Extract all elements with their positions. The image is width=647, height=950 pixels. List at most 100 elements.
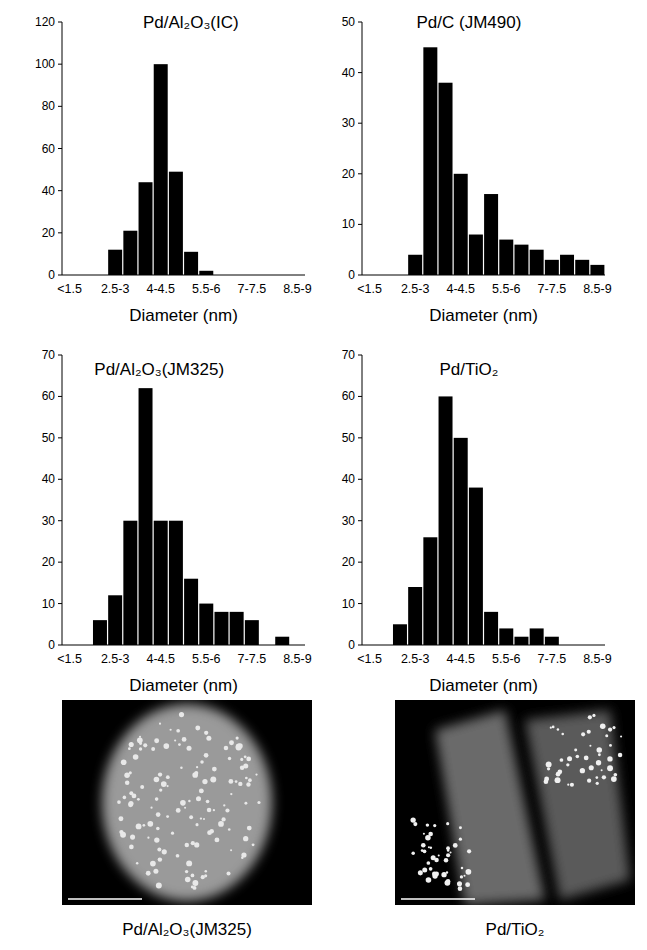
particle	[153, 869, 158, 874]
particle	[176, 854, 180, 858]
particle	[146, 871, 151, 876]
particle	[163, 743, 169, 749]
particle	[129, 791, 133, 795]
y-tick-label: 120	[35, 15, 55, 29]
x-axis-line	[62, 645, 305, 646]
particle	[446, 871, 448, 873]
particle	[246, 782, 250, 786]
y-tick-label: 20	[342, 167, 356, 181]
particle	[151, 747, 155, 751]
panel-title: Pd/Al₂O₃(IC)	[143, 13, 239, 32]
particle	[547, 767, 550, 770]
figure: 020406080100120<1.52.5-34-4.55.5-67-7.58…	[0, 0, 647, 950]
particle	[587, 779, 591, 783]
y-tick	[58, 479, 62, 480]
x-tick-label: 7-7.5	[238, 282, 267, 296]
y-tick	[358, 562, 362, 563]
x-tick-label: 4-4.5	[146, 282, 175, 296]
bar	[245, 620, 259, 645]
particle	[235, 780, 238, 783]
y-tick-label: 30	[342, 116, 356, 130]
y-tick-label: 100	[35, 57, 55, 71]
y-tick	[358, 275, 362, 276]
particle	[206, 736, 211, 741]
x-tick-label: <1.5	[357, 282, 382, 296]
y-tick	[58, 275, 62, 276]
particle	[446, 853, 450, 857]
y-tick-label: 50	[342, 431, 356, 445]
particle	[241, 852, 246, 857]
particle	[243, 836, 248, 841]
y-axis-line	[362, 355, 363, 645]
bars	[408, 47, 604, 275]
y-tick-label: 0	[48, 638, 55, 652]
particle	[147, 821, 153, 827]
y-tick	[58, 106, 62, 107]
y-tick-label: 30	[42, 514, 56, 528]
y-tick	[358, 173, 362, 174]
bar	[545, 637, 559, 645]
y-tick	[58, 603, 62, 604]
particle	[119, 830, 123, 834]
particle	[171, 832, 174, 835]
particle	[557, 728, 559, 730]
particle	[248, 778, 252, 782]
bar	[454, 438, 468, 645]
bar	[154, 64, 168, 275]
particle	[467, 849, 471, 853]
bar	[93, 620, 107, 645]
y-tick	[58, 232, 62, 233]
y-tick	[58, 22, 62, 23]
x-axis-title: Diameter (nm)	[129, 306, 238, 325]
particle	[212, 767, 217, 772]
particle	[155, 797, 159, 801]
particle	[221, 817, 225, 821]
particle	[457, 881, 462, 886]
particle	[607, 765, 613, 771]
y-tick-label: 20	[42, 555, 56, 569]
x-tick-label: 5.5-6	[492, 282, 521, 296]
particle	[200, 760, 203, 763]
particle	[188, 800, 191, 803]
panel-title: Pd/C (JM490)	[416, 13, 521, 32]
histogram-panel: 01020304050<1.52.5-34-4.55.5-67-7.58.5-9…	[342, 13, 612, 325]
particle	[601, 769, 603, 771]
particle	[195, 726, 200, 731]
particle	[195, 823, 198, 826]
particle	[570, 783, 574, 787]
particle	[430, 847, 433, 850]
bar	[199, 604, 213, 645]
y-tick-label: 0	[348, 268, 355, 282]
particle	[182, 737, 187, 742]
particle	[224, 746, 229, 751]
x-tick-label: 4-4.5	[446, 652, 475, 666]
particle	[133, 754, 139, 760]
y-tick	[358, 224, 362, 225]
y-tick-label: 70	[42, 348, 56, 362]
particle	[618, 753, 622, 757]
y-tick-label: 30	[342, 514, 356, 528]
particle	[555, 777, 561, 783]
y-tick	[358, 437, 362, 438]
particle	[429, 867, 433, 871]
particle	[194, 842, 199, 847]
particle	[589, 765, 594, 770]
y-tick-label: 50	[342, 15, 356, 29]
panel-title: Pd/TiO₂	[439, 360, 498, 379]
x-axis-line	[362, 275, 605, 276]
x-tick-label: 5.5-6	[192, 652, 221, 666]
y-tick	[58, 190, 62, 191]
particle	[560, 758, 564, 762]
y-tick-label: 20	[42, 226, 56, 240]
particle	[136, 823, 142, 829]
particle	[459, 826, 462, 829]
y-tick	[58, 355, 62, 356]
y-tick-label: 40	[42, 472, 56, 486]
particle	[156, 827, 160, 831]
particle	[121, 759, 127, 765]
y-tick-label: 70	[342, 348, 356, 362]
particle	[176, 808, 181, 813]
x-tick-label: 8.5-9	[583, 652, 612, 666]
particle	[611, 776, 617, 782]
y-tick	[58, 148, 62, 149]
